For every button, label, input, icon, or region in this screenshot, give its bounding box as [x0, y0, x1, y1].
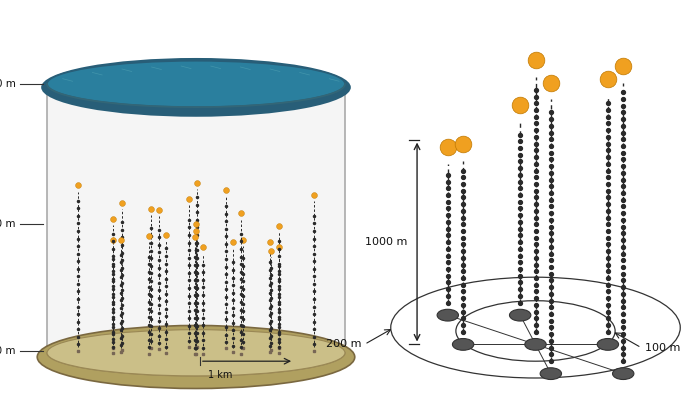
Text: 200 m: 200 m [326, 339, 361, 349]
Text: 1000 m: 1000 m [365, 237, 407, 247]
Text: -2660 m: -2660 m [0, 346, 15, 356]
Ellipse shape [510, 309, 531, 321]
Ellipse shape [525, 339, 546, 350]
Text: 1 km: 1 km [208, 370, 232, 381]
Ellipse shape [47, 61, 345, 107]
Ellipse shape [437, 309, 459, 321]
Ellipse shape [452, 339, 474, 350]
Text: 0 m: 0 m [0, 79, 15, 89]
Ellipse shape [597, 339, 619, 350]
Text: 100 m: 100 m [645, 343, 680, 353]
Ellipse shape [41, 58, 351, 117]
FancyBboxPatch shape [47, 84, 345, 353]
Ellipse shape [47, 330, 345, 376]
Text: -1660 m: -1660 m [0, 219, 15, 229]
Ellipse shape [37, 326, 355, 388]
Ellipse shape [612, 368, 634, 380]
Ellipse shape [540, 368, 561, 380]
